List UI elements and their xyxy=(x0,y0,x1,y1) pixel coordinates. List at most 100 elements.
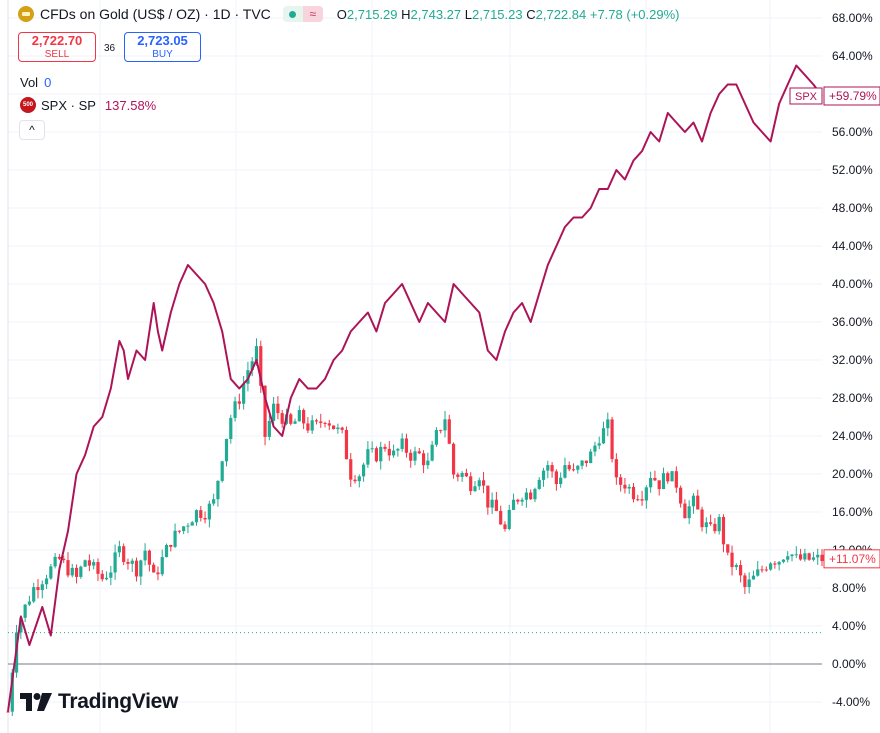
candle-body xyxy=(768,563,773,570)
candle-body xyxy=(670,471,674,482)
axis-tick-label: 68.00% xyxy=(832,11,873,25)
candle-body xyxy=(773,563,777,565)
candle-body xyxy=(721,516,726,545)
candle-body xyxy=(443,419,447,431)
candle-body xyxy=(816,554,820,558)
candle-body xyxy=(734,565,738,568)
candle-body xyxy=(516,499,520,502)
candle-body xyxy=(421,453,426,466)
axis-tick-label: 16.00% xyxy=(832,505,873,519)
symbol-title[interactable]: CFDs on Gold (US$ / OZ) · 1D · TVC xyxy=(40,6,271,22)
candle-body xyxy=(490,499,494,508)
candle-body xyxy=(23,604,27,618)
candle-body xyxy=(263,385,267,437)
candle-body xyxy=(730,552,734,568)
candle-body xyxy=(631,486,636,500)
market-status[interactable]: ≈ xyxy=(282,6,323,22)
reference-lines xyxy=(8,632,822,665)
volume-legend[interactable]: Vol 0 xyxy=(20,75,51,90)
candle-body xyxy=(203,517,207,520)
axis-tick-label: 28.00% xyxy=(832,391,873,405)
candle-body xyxy=(610,419,614,460)
candle-body xyxy=(272,403,276,421)
spx-series-line xyxy=(7,64,823,712)
spx-line-layer xyxy=(7,64,823,712)
sell-label: SELL xyxy=(44,49,70,60)
candle-body xyxy=(481,480,486,486)
candle-body xyxy=(640,499,644,501)
candle-body xyxy=(32,587,36,602)
candle-body xyxy=(353,479,357,482)
candle-body xyxy=(756,569,760,576)
sell-button[interactable]: 2,722.70 SELL xyxy=(18,32,96,62)
candle-body xyxy=(340,427,344,430)
candle-body xyxy=(194,510,199,523)
candle-body xyxy=(319,421,323,424)
candle-body xyxy=(760,569,764,571)
gold-price-label-text: +11.07% xyxy=(829,552,876,566)
candle-body xyxy=(74,567,79,577)
candle-body xyxy=(529,492,533,500)
candle-body xyxy=(383,446,387,449)
price-axis[interactable]: 68.00%64.00%60.00%56.00%52.00%48.00%44.0… xyxy=(832,11,873,709)
candle-body xyxy=(49,566,53,579)
symbol-legend[interactable]: CFDs on Gold (US$ / OZ) · 1D · TVC ≈ O2,… xyxy=(18,6,679,22)
candle-body xyxy=(306,423,310,431)
gold-candles xyxy=(6,338,824,716)
volume-value: 0 xyxy=(44,75,52,90)
candle-body xyxy=(122,546,126,562)
candle-body xyxy=(134,560,139,577)
candle-body xyxy=(623,484,627,489)
candle-body xyxy=(87,560,91,566)
axis-tick-label: 48.00% xyxy=(832,201,873,215)
candle-body xyxy=(803,553,807,560)
candle-body xyxy=(374,448,379,462)
candle-body xyxy=(426,460,430,466)
candle-body xyxy=(576,465,580,470)
candle-body xyxy=(289,414,293,424)
candle-body xyxy=(524,492,528,500)
candle-body xyxy=(139,560,143,577)
candle-body xyxy=(700,509,704,528)
candle-body xyxy=(250,361,254,371)
candle-body xyxy=(113,552,117,573)
axis-tick-label: 32.00% xyxy=(832,353,873,367)
candle-body xyxy=(336,427,340,430)
axis-tick-label: 40.00% xyxy=(832,277,873,291)
candle-body xyxy=(44,578,49,585)
candle-body xyxy=(173,530,177,547)
candle-body xyxy=(469,476,473,492)
candle-body xyxy=(683,503,687,519)
candle-body xyxy=(661,473,666,490)
candle-body xyxy=(293,421,297,424)
candle-body xyxy=(83,560,87,567)
candle-body xyxy=(10,672,14,712)
candle-body xyxy=(190,522,194,526)
candle-body xyxy=(70,567,74,576)
candle-body xyxy=(786,556,790,560)
candle-body xyxy=(507,509,511,530)
candle-body xyxy=(379,446,383,462)
candle-body xyxy=(344,429,349,460)
candle-body xyxy=(798,554,803,560)
candle-body xyxy=(169,544,173,547)
brand-name: TradingView xyxy=(58,690,179,713)
candle-body xyxy=(396,448,400,451)
candle-body xyxy=(486,485,490,508)
axis-tick-label: -4.00% xyxy=(832,695,870,709)
collapse-legend-button[interactable]: ^ xyxy=(19,120,45,140)
candle-body xyxy=(404,438,409,453)
tradingview-logo[interactable]: TradingView xyxy=(20,690,178,714)
candle-body xyxy=(550,465,554,472)
candle-body xyxy=(447,419,451,444)
candle-body xyxy=(276,403,280,414)
compare-legend[interactable]: 500 SPX · SP 137.58% xyxy=(20,97,156,113)
spread-value: 36 xyxy=(104,43,116,54)
candle-body xyxy=(434,430,439,445)
candle-body xyxy=(19,617,23,633)
candle-body xyxy=(400,438,404,449)
candle-body xyxy=(674,471,678,488)
buy-button[interactable]: 2,723.05 BUY xyxy=(124,32,201,62)
candle-body xyxy=(233,401,237,418)
